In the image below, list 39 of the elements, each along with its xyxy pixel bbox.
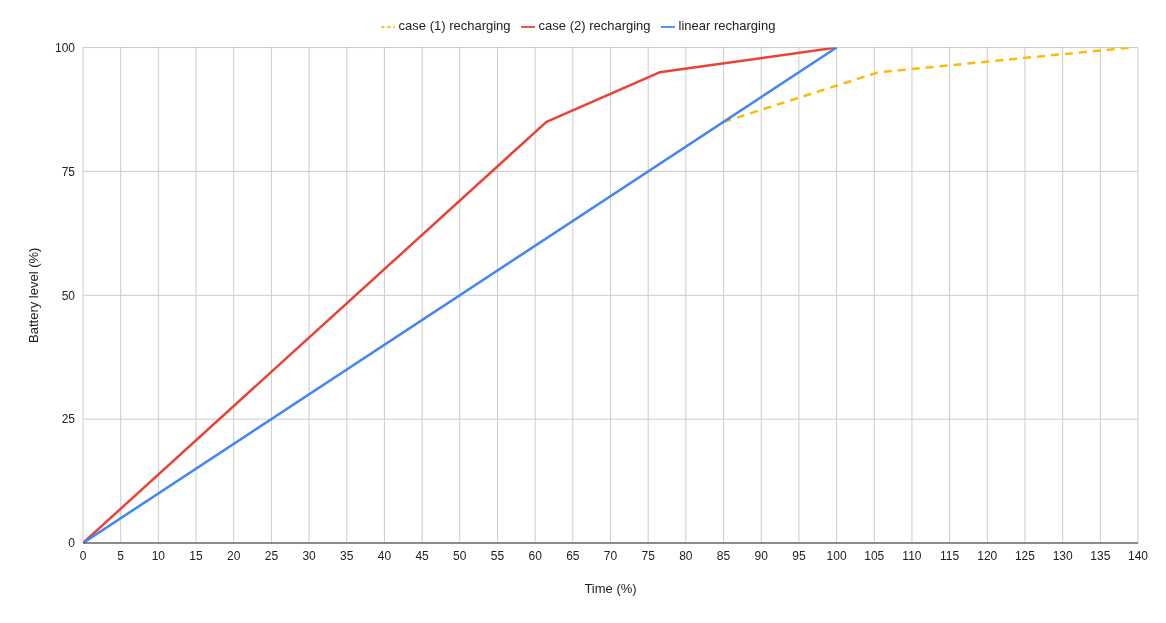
x-tick-label: 120 bbox=[977, 548, 998, 563]
x-axis-title: Time (%) bbox=[584, 581, 637, 596]
x-tick-label: 35 bbox=[340, 548, 354, 563]
x-tick-label: 25 bbox=[264, 548, 279, 563]
x-tick-label: 55 bbox=[490, 548, 505, 563]
x-tick-label: 125 bbox=[1014, 548, 1036, 563]
x-tick-label: 65 bbox=[566, 548, 580, 563]
y-axis-title: Battery level (%) bbox=[25, 247, 41, 343]
x-tick-label: 75 bbox=[641, 548, 656, 563]
x-tick-label: 130 bbox=[1052, 548, 1073, 563]
x-tick-label: 135 bbox=[1090, 548, 1111, 563]
x-tick-label: 40 bbox=[377, 548, 392, 563]
x-tick-label: 50 bbox=[453, 548, 467, 563]
x-tick-label: 80 bbox=[679, 548, 693, 563]
x-tick-label: 70 bbox=[603, 548, 618, 563]
x-tick-label: 45 bbox=[415, 548, 430, 563]
x-tick-label: 115 bbox=[940, 548, 960, 563]
legend-label: linear recharging bbox=[678, 18, 776, 33]
x-tick-label: 10 bbox=[151, 548, 166, 563]
x-tick-label: 100 bbox=[826, 548, 847, 563]
legend-label: case (1) recharging bbox=[398, 18, 511, 33]
x-tick-label: 0 bbox=[79, 548, 87, 563]
x-tick-label: 20 bbox=[227, 548, 241, 563]
x-tick-label: 15 bbox=[189, 548, 204, 563]
x-tick-label: 30 bbox=[302, 548, 317, 563]
x-tick-label: 90 bbox=[754, 548, 769, 563]
x-tick-label: 105 bbox=[864, 548, 885, 563]
x-tick-label: 85 bbox=[716, 548, 731, 563]
y-tick-label: 100 bbox=[54, 40, 76, 55]
x-tick-label: 140 bbox=[1127, 548, 1149, 563]
x-tick-label: 110 bbox=[902, 548, 922, 563]
x-tick-label: 60 bbox=[528, 548, 543, 563]
y-tick-label: 50 bbox=[61, 288, 76, 303]
x-tick-label: 95 bbox=[792, 548, 806, 563]
y-tick-label: 25 bbox=[61, 412, 76, 427]
y-tick-label: 75 bbox=[61, 164, 76, 179]
x-tick-label: 5 bbox=[117, 548, 125, 563]
legend-label: case (2) recharging bbox=[538, 18, 651, 33]
y-tick-label: 0 bbox=[68, 536, 76, 551]
